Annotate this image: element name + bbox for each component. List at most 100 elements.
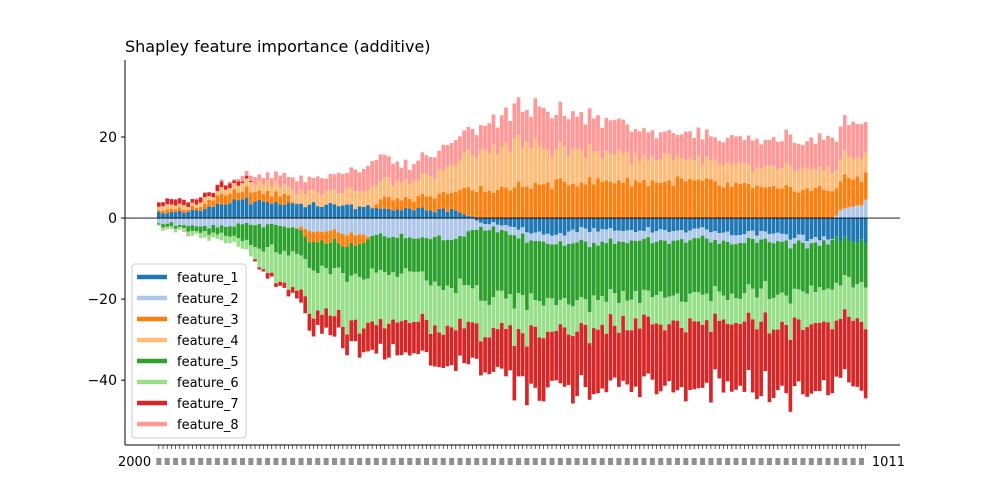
bar-feature_4 [554, 149, 558, 179]
x-tick-glyph [491, 458, 496, 465]
bar-feature_8 [747, 136, 751, 165]
bar-feature_7 [546, 332, 550, 388]
bar-feature_6 [328, 274, 332, 315]
bar-feature_4 [625, 152, 629, 178]
bar-feature_6 [308, 268, 312, 314]
bar-feature_4 [295, 194, 299, 203]
bar-feature_5 [324, 244, 328, 268]
bar-feature_8 [437, 151, 441, 170]
x-tick-glyph [215, 458, 220, 465]
bar-feature_5 [228, 226, 232, 237]
bar-feature_6 [420, 271, 424, 313]
bar-feature_4 [763, 166, 767, 188]
bar-feature_1 [755, 218, 759, 236]
bar-feature_4 [592, 151, 596, 185]
bar-feature_5 [529, 240, 533, 293]
bar-feature_7 [337, 310, 341, 328]
bar-feature_4 [663, 153, 667, 181]
bar-feature_1 [420, 207, 424, 218]
bar-feature_1 [584, 218, 588, 229]
bar-feature_4 [830, 173, 834, 191]
bar-feature_8 [717, 141, 721, 164]
bar-feature_7 [709, 332, 713, 403]
x-tick-glyph [817, 458, 822, 465]
bar-feature_6 [161, 227, 165, 230]
bar-feature_1 [362, 207, 366, 218]
bar-feature_6 [554, 305, 558, 331]
bar-feature_5 [161, 224, 165, 227]
bar-feature_6 [709, 301, 713, 332]
bar-feature_5 [211, 225, 215, 233]
bar-feature_5 [814, 243, 818, 293]
bar-feature_1 [789, 218, 793, 240]
bar-feature_8 [441, 145, 445, 171]
bar-feature_8 [776, 142, 780, 170]
bar-feature_2 [843, 208, 847, 218]
bar-feature_7 [282, 283, 286, 288]
bar-feature_1 [262, 202, 266, 218]
bar-feature_1 [383, 209, 387, 218]
bar-feature_2 [400, 218, 404, 234]
bar-feature_7 [630, 330, 634, 392]
bar-feature_7 [818, 323, 822, 391]
x-tick-glyph [775, 458, 780, 465]
bar-feature_2 [245, 218, 249, 223]
bar-feature_8 [257, 174, 261, 180]
bar-feature_8 [588, 108, 592, 144]
bar-feature_2 [433, 218, 437, 237]
bar-feature_5 [262, 227, 266, 251]
bar-feature_5 [170, 222, 174, 226]
bar-feature_4 [245, 179, 249, 187]
bar-feature_2 [588, 232, 592, 247]
bar-feature_6 [295, 254, 299, 291]
bar-feature_1 [625, 218, 629, 230]
bar-feature_7 [492, 328, 496, 372]
x-tick-glyph [357, 458, 362, 465]
bar-feature_6 [362, 280, 366, 329]
bar-feature_7 [655, 323, 659, 394]
bar-feature_8 [266, 172, 270, 180]
bar-feature_8 [282, 173, 286, 184]
bar-feature_2 [458, 218, 462, 236]
bar-feature_4 [688, 159, 692, 179]
bar-feature_2 [282, 218, 286, 226]
bar-feature_8 [801, 145, 805, 169]
bar-feature_6 [738, 299, 742, 324]
bar-feature_4 [479, 150, 483, 186]
bar-feature_7 [684, 332, 688, 401]
bar-feature_8 [772, 137, 776, 165]
bar-feature_8 [592, 118, 596, 150]
bar-feature_8 [416, 161, 420, 181]
bar-feature_4 [513, 139, 517, 188]
bar-feature_6 [299, 256, 303, 290]
bar-feature_2 [864, 200, 868, 218]
bar-feature_1 [312, 202, 316, 218]
bar-feature_3 [621, 183, 625, 218]
bar-feature_5 [835, 237, 839, 283]
bar-feature_3 [157, 210, 161, 211]
bar-feature_3 [391, 200, 395, 210]
bar-feature_6 [759, 289, 763, 322]
bar-feature_1 [320, 207, 324, 218]
bar-feature_8 [312, 178, 316, 190]
bar-feature_5 [621, 242, 625, 291]
bar-feature_7 [513, 346, 517, 400]
bar-feature_6 [287, 256, 291, 290]
x-tick-glyph [583, 458, 588, 465]
bar-feature_4 [458, 161, 462, 191]
x-tick-glyph [265, 458, 270, 465]
bar-feature_7 [864, 329, 868, 398]
bar-feature_6 [567, 304, 571, 334]
bar-feature_7 [596, 330, 600, 393]
bar-feature_4 [705, 156, 709, 178]
bar-feature_1 [613, 218, 617, 231]
bar-feature_4 [617, 149, 621, 180]
bar-feature_8 [609, 120, 613, 153]
bar-feature_1 [220, 204, 224, 218]
bar-feature_4 [805, 168, 809, 189]
bar-feature_3 [333, 230, 337, 239]
bar-feature_3 [266, 191, 270, 202]
bar-feature_3 [605, 180, 609, 218]
x-tick-glyph [190, 458, 195, 465]
bar-feature_1 [533, 218, 537, 232]
